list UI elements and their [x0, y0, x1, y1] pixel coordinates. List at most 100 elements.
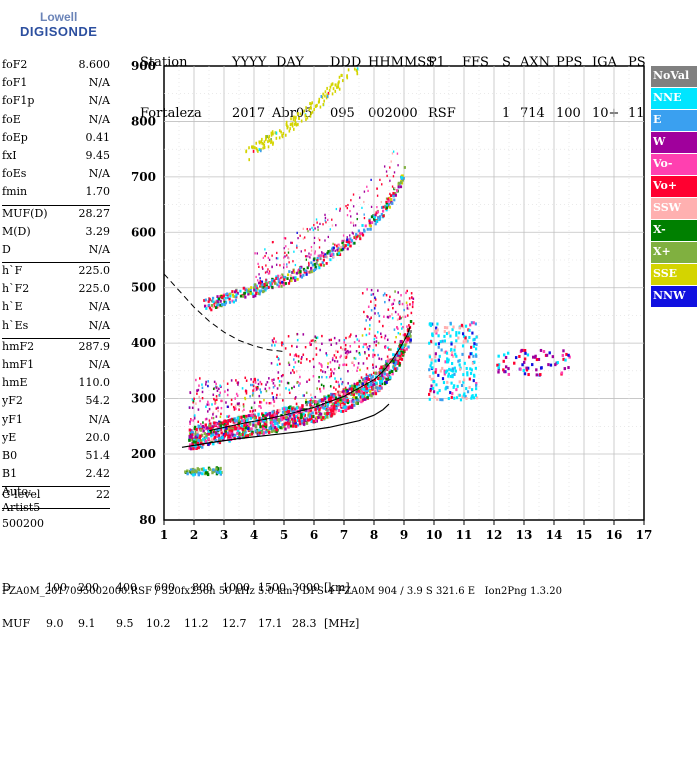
- echo-point: [502, 359, 505, 363]
- echo-point: [455, 354, 458, 358]
- echo-point: [220, 399, 222, 403]
- echo-point: [326, 415, 329, 419]
- header-value-iga: 10+: [592, 106, 620, 121]
- param-value: N/A: [88, 242, 110, 256]
- echo-point: [273, 400, 275, 403]
- echo-point: [320, 406, 323, 409]
- echo-point: [475, 383, 478, 387]
- echo-point: [316, 400, 320, 404]
- echo-point: [369, 389, 372, 393]
- echo-point: [334, 243, 336, 246]
- echo-point: [274, 419, 277, 423]
- echo-point: [260, 406, 262, 410]
- echo-point: [304, 269, 307, 273]
- echo-point: [251, 410, 254, 413]
- legend-item-x: X+: [651, 242, 697, 263]
- echo-point: [331, 370, 333, 373]
- echo-point: [297, 355, 300, 358]
- echo-point: [399, 316, 401, 320]
- echo-point: [411, 303, 414, 306]
- x-tick-label: 11: [456, 528, 473, 542]
- echo-point: [309, 343, 312, 347]
- echo-point: [310, 261, 313, 265]
- echo-point: [236, 394, 239, 398]
- echo-point: [197, 388, 200, 392]
- echo-point: [344, 351, 347, 355]
- echo-point: [259, 380, 262, 384]
- echo-point: [313, 403, 316, 406]
- echo-point: [397, 291, 399, 294]
- echo-point: [214, 306, 218, 309]
- echo-point: [231, 427, 234, 431]
- echo-point: [314, 252, 316, 255]
- echo-point: [450, 347, 453, 351]
- echo-point: [216, 389, 219, 392]
- echo-point: [257, 378, 259, 382]
- echo-point: [452, 325, 455, 329]
- echo-point: [399, 340, 403, 344]
- echo-point: [288, 391, 291, 395]
- echo-point: [311, 419, 314, 423]
- echo-point: [316, 221, 318, 224]
- echo-point: [223, 303, 226, 307]
- echo-point: [342, 243, 344, 247]
- echo-point: [285, 387, 287, 390]
- echo-point: [283, 411, 287, 415]
- echo-point: [212, 393, 215, 396]
- distance-value: 200: [78, 581, 99, 594]
- echo-point: [302, 273, 305, 277]
- echo-point: [356, 71, 359, 75]
- echo-point: [273, 337, 275, 340]
- echo-point: [318, 409, 321, 413]
- echo-point: [258, 290, 262, 294]
- echo-point: [466, 390, 470, 394]
- echo-point: [346, 243, 350, 247]
- echo-point: [290, 417, 294, 421]
- echo-point: [539, 366, 543, 370]
- echo-point: [310, 417, 313, 421]
- echo-point: [319, 263, 323, 267]
- echo-point: [350, 215, 352, 218]
- echo-point: [219, 384, 221, 387]
- echo-point: [472, 354, 475, 358]
- echo-point: [265, 135, 267, 139]
- x-tick-label: 1: [160, 528, 168, 542]
- echo-point: [326, 93, 328, 97]
- echo-point: [396, 361, 400, 365]
- echo-point: [563, 367, 566, 371]
- echo-point: [298, 384, 300, 387]
- y-tick-label: 200: [131, 447, 156, 461]
- echo-point: [353, 382, 356, 386]
- echo-point: [204, 471, 208, 475]
- echo-point: [429, 324, 432, 328]
- echo-point: [262, 142, 265, 146]
- echo-point: [254, 381, 257, 384]
- echo-point: [378, 217, 382, 221]
- echo-point: [275, 263, 278, 266]
- echo-point: [370, 221, 374, 225]
- echo-point: [391, 152, 394, 155]
- echo-point: [257, 419, 261, 423]
- echo-point: [396, 326, 398, 329]
- echo-point: [268, 386, 271, 390]
- echo-point: [222, 379, 225, 383]
- echo-point: [324, 239, 326, 242]
- y-tick-label: 400: [131, 336, 156, 350]
- echo-point: [468, 335, 471, 339]
- echo-point: [394, 192, 397, 195]
- echo-point: [393, 298, 396, 302]
- echo-point: [353, 384, 356, 388]
- echo-point: [382, 214, 385, 218]
- echo-point: [331, 224, 334, 227]
- echo-point: [326, 365, 329, 369]
- echo-point: [438, 354, 441, 358]
- echo-point: [521, 363, 524, 367]
- echo-point: [341, 79, 344, 83]
- echo-point: [278, 278, 281, 281]
- echo-point: [308, 255, 310, 258]
- echo-point: [252, 149, 255, 153]
- echo-point: [350, 387, 353, 391]
- param-name: foEp: [2, 130, 28, 144]
- echo-point: [270, 424, 273, 428]
- echo-point: [370, 316, 372, 319]
